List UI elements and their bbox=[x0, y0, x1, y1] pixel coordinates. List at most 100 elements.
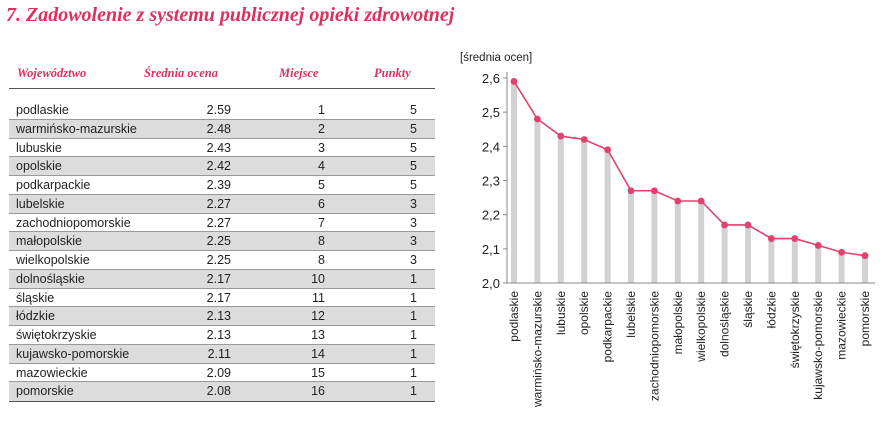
y-tick-label: 2,1 bbox=[482, 242, 500, 257]
bar bbox=[581, 139, 588, 283]
cell-average: 2.59 bbox=[206, 103, 231, 117]
y-tick-label: 2,2 bbox=[482, 208, 500, 223]
cell-points: 3 bbox=[410, 234, 417, 249]
data-point bbox=[580, 136, 588, 143]
cell-voivodeship: podkarpackie bbox=[16, 178, 91, 192]
cell-rank: 8 bbox=[318, 253, 325, 267]
cell-rank: 3 bbox=[318, 140, 325, 155]
cell-points: 5 bbox=[410, 159, 417, 174]
cell-voivodeship: wielkopolskie bbox=[16, 253, 90, 267]
x-tick-label: łódzkie bbox=[764, 291, 778, 329]
table-row: dolnośląskie 2.17 10 1 bbox=[9, 269, 435, 289]
cell-voivodeship: lubelskie bbox=[16, 196, 65, 211]
cell-rank: 15 bbox=[311, 365, 325, 380]
data-point bbox=[697, 197, 705, 205]
cell-average: 2.25 bbox=[206, 253, 231, 267]
cell-rank: 10 bbox=[311, 271, 325, 286]
cell-voivodeship: opolskie bbox=[16, 159, 62, 174]
cell-average: 2.27 bbox=[206, 196, 231, 211]
bar bbox=[721, 224, 728, 283]
bar bbox=[838, 252, 845, 283]
cell-average: 2.25 bbox=[206, 234, 231, 249]
y-tick-label: 2,6 bbox=[482, 71, 500, 86]
cell-voivodeship: kujawsko-pomorskie bbox=[16, 346, 130, 361]
bar bbox=[557, 136, 564, 283]
table-row: wielkopolskie 2.25 8 3 bbox=[9, 251, 435, 270]
cell-average: 2.13 bbox=[206, 328, 231, 342]
data-point bbox=[651, 187, 658, 195]
data-point bbox=[557, 132, 565, 140]
cell-points: 1 bbox=[410, 365, 417, 380]
cell-points: 5 bbox=[410, 140, 417, 155]
header-rank: Miejsce bbox=[279, 66, 319, 80]
table-row: mazowieckie 2.09 15 1 bbox=[9, 364, 435, 383]
average-rating-chart: [średnia ocen] 2,0 2,1 2,2 2,3 2,4 2,5 2,6 podla… bbox=[460, 52, 875, 408]
cell-voivodeship: dolnośląskie bbox=[16, 271, 85, 286]
table-row: pomorskie 2.08 16 1 bbox=[9, 382, 435, 401]
bars-group bbox=[511, 81, 868, 283]
x-tick-label: warmińsko-mazurskie bbox=[530, 291, 544, 408]
cell-voivodeship: warmińsko-mazurskie bbox=[16, 121, 137, 136]
cell-voivodeship: mazowieckie bbox=[16, 365, 88, 380]
cell-points: 5 bbox=[410, 121, 417, 136]
cell-voivodeship: świętokrzyskie bbox=[16, 328, 97, 342]
cell-average: 2.27 bbox=[206, 215, 231, 230]
x-tick-label: lubuskie bbox=[554, 291, 568, 335]
y-axis-title: [średnia ocen] bbox=[460, 52, 532, 64]
cell-average: 2.42 bbox=[206, 159, 231, 174]
cell-rank: 1 bbox=[318, 103, 325, 117]
cell-rank: 13 bbox=[311, 328, 325, 342]
bar bbox=[511, 81, 517, 283]
cell-voivodeship: śląskie bbox=[16, 290, 55, 305]
table-row: zachodniopomorskie 2.27 7 3 bbox=[9, 214, 435, 233]
x-tick-label: mazowieckie bbox=[835, 291, 849, 360]
bar bbox=[768, 238, 775, 283]
x-tick-label: opolskie bbox=[577, 291, 591, 335]
data-point bbox=[791, 235, 799, 242]
cell-voivodeship: zachodniopomorskie bbox=[16, 215, 131, 230]
table-body: podlaskie 2.59 1 5 warmińsko-mazurskie 2.48 2 5… bbox=[9, 101, 435, 402]
data-point bbox=[861, 252, 869, 260]
header-voivodeship: Województwo bbox=[17, 66, 87, 80]
bar bbox=[862, 255, 868, 283]
cell-points: 1 bbox=[410, 309, 417, 324]
table-row: świętokrzyskie 2.13 13 1 bbox=[9, 326, 435, 345]
cell-voivodeship: małopolskie bbox=[16, 234, 83, 249]
x-tick-label: podlaskie bbox=[507, 291, 521, 342]
cell-average: 2.39 bbox=[206, 178, 231, 192]
cell-average: 2.13 bbox=[206, 309, 231, 324]
y-tick-label: 2,0 bbox=[482, 276, 500, 291]
cell-rank: 11 bbox=[312, 290, 325, 305]
cell-average: 2.48 bbox=[206, 121, 231, 136]
table-row: małopolskie 2.25 8 3 bbox=[9, 232, 435, 251]
bar bbox=[791, 238, 798, 283]
bar bbox=[534, 119, 541, 283]
header-average: Średnia ocena bbox=[144, 66, 218, 80]
cell-voivodeship: lubuskie bbox=[16, 140, 62, 155]
bar bbox=[628, 190, 634, 283]
cell-average: 2.17 bbox=[206, 271, 231, 286]
page-title: 7. Zadowolenie z systemu publicznej opie… bbox=[6, 4, 455, 26]
x-tick-label: świętokrzyskie bbox=[788, 291, 802, 369]
cell-rank: 4 bbox=[318, 159, 325, 174]
table-row: opolskie 2.42 4 5 bbox=[9, 157, 435, 176]
x-tick-label: kujawsko-pomorskie bbox=[811, 291, 825, 400]
series-line bbox=[513, 80, 866, 257]
cell-average: 2.08 bbox=[206, 384, 231, 399]
data-point bbox=[721, 221, 728, 229]
cell-voivodeship: pomorskie bbox=[16, 384, 74, 399]
cell-voivodeship: łódzkie bbox=[16, 309, 55, 324]
cell-rank: 8 bbox=[318, 234, 325, 249]
bar bbox=[651, 190, 658, 283]
table-row: lubuskie 2.43 3 5 bbox=[9, 139, 435, 158]
cell-voivodeship: podlaskie bbox=[16, 103, 69, 117]
bar bbox=[745, 224, 751, 283]
cell-points: 3 bbox=[410, 215, 417, 230]
cell-points: 1 bbox=[410, 290, 417, 305]
table-row: łódzkie 2.13 12 1 bbox=[9, 307, 435, 326]
cell-points: 3 bbox=[410, 253, 417, 267]
x-tick-label: podkarpackie bbox=[601, 291, 615, 363]
bar bbox=[815, 245, 822, 283]
x-tick-label: lubelskie bbox=[624, 291, 638, 338]
data-point bbox=[814, 242, 822, 249]
